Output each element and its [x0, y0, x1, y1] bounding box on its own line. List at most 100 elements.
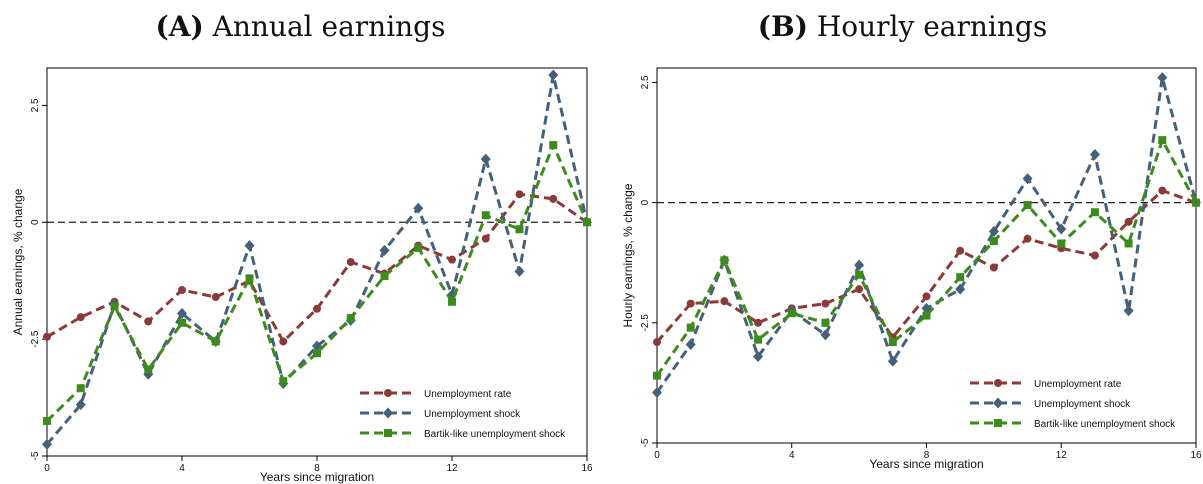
legend-swatch-marker: [384, 429, 392, 437]
data-point: [686, 323, 695, 332]
panel-annual-earnings: (A) Annual earnings 0 4 8 12 16 -5 -2.5 0 2.5 Yea…: [0, 0, 601, 484]
y-tick-label: -2.5: [30, 330, 41, 348]
data-point: [956, 246, 965, 255]
legend-swatch-marker: [383, 407, 393, 419]
y-axis-title: Annual earnings, % change: [11, 188, 25, 335]
legend-swatch-marker: [994, 379, 1002, 387]
y-axis-title: Hourly earnings, % change: [621, 183, 635, 327]
data-point: [43, 416, 51, 425]
data-point: [42, 438, 52, 450]
series-bartik-shock: [653, 136, 1200, 380]
data-point: [43, 332, 51, 341]
legend-swatch-marker: [384, 389, 392, 397]
data-point: [922, 292, 931, 301]
series-line: [46, 192, 588, 344]
data-point: [279, 377, 288, 386]
data-point: [888, 338, 897, 347]
data-point: [955, 283, 966, 295]
data-point: [1089, 149, 1100, 161]
data-point: [346, 314, 355, 323]
data-point: [989, 237, 998, 246]
data-point: [1124, 239, 1133, 248]
legend: Unemployment rate Unemployment shock Barti…: [360, 389, 566, 440]
data-point: [178, 286, 186, 295]
y-tick-label: 0: [640, 199, 651, 205]
panel-title: (A) Annual earnings: [0, 10, 601, 43]
data-point: [1090, 208, 1099, 217]
data-point: [177, 307, 187, 319]
data-point: [820, 329, 831, 341]
data-point: [720, 297, 729, 306]
data-point: [1056, 223, 1067, 235]
data-point: [583, 218, 591, 227]
legend-swatch-marker: [993, 397, 1003, 409]
data-point: [245, 274, 254, 283]
x-tick-label: 8: [924, 450, 930, 461]
y-tick-label: -5: [30, 451, 41, 460]
data-point: [855, 285, 864, 294]
data-point: [211, 337, 220, 346]
data-point: [1090, 251, 1099, 260]
y-tick-label: 0: [30, 219, 41, 225]
data-point: [821, 318, 830, 327]
x-tick-label: 16: [581, 463, 593, 474]
legend-label: Bartik-like unemployment shock: [1034, 419, 1176, 430]
legend-label: Bartik-like unemployment shock: [424, 429, 566, 440]
data-point: [178, 318, 186, 327]
legend-label: Unemployment shock: [1034, 399, 1131, 410]
data-point: [515, 225, 524, 234]
data-point: [1124, 217, 1133, 226]
data-point: [956, 273, 965, 282]
data-point: [1123, 305, 1134, 317]
data-point: [76, 384, 85, 393]
data-point: [787, 309, 796, 318]
data-point: [821, 299, 830, 308]
x-tick-label: 8: [314, 463, 320, 474]
data-point: [110, 302, 119, 311]
data-point: [144, 365, 153, 374]
panel-title-text: Annual earnings: [212, 10, 446, 43]
series-line: [45, 141, 589, 422]
data-point: [754, 335, 763, 344]
data-point: [379, 244, 390, 256]
data-point: [1158, 136, 1167, 145]
panel-title: (B) Hourly earnings: [602, 10, 1203, 43]
data-point: [653, 338, 661, 347]
series-line: [655, 136, 1198, 377]
data-point: [481, 234, 490, 243]
chart-hourly-earnings: 0 4 8 12 16 -5 -2.5 0 2.5 Years since migration Ho…: [621, 67, 1202, 471]
data-point: [1158, 186, 1167, 195]
data-point: [414, 243, 423, 252]
panel-title-text: Hourly earnings: [816, 10, 1048, 43]
legend-swatch-marker: [994, 419, 1002, 427]
x-tick-label: 16: [1190, 450, 1202, 461]
series-unemployment-rate: [43, 190, 591, 346]
legend-label: Unemployment rate: [424, 389, 512, 400]
x-tick-label: 4: [179, 463, 185, 474]
data-point: [1192, 198, 1200, 207]
data-point: [515, 190, 524, 199]
x-axis-title: Years since migration: [869, 457, 983, 471]
chart-annual-earnings: 0 4 8 12 16 -5 -2.5 0 2.5 Years since migration An…: [11, 67, 593, 484]
data-point: [448, 297, 456, 306]
data-point: [380, 272, 389, 281]
x-tick-label: 12: [1056, 450, 1068, 461]
data-point: [279, 337, 288, 346]
data-point: [754, 318, 763, 327]
data-point: [144, 317, 153, 326]
data-point: [922, 311, 931, 320]
panel-label: (B): [757, 10, 808, 43]
data-point: [244, 240, 255, 252]
data-point: [346, 258, 355, 266]
data-point: [548, 69, 559, 81]
x-tick-label: 4: [789, 450, 795, 461]
x-tick-label: 0: [654, 450, 660, 461]
legend-label: Unemployment shock: [424, 409, 521, 420]
data-point: [989, 263, 998, 272]
data-point: [686, 299, 695, 308]
data-point: [75, 399, 86, 411]
y-tick-label: 2.5: [30, 98, 41, 112]
data-point: [855, 270, 864, 279]
x-tick-label: 12: [446, 463, 458, 474]
data-point: [313, 304, 321, 313]
